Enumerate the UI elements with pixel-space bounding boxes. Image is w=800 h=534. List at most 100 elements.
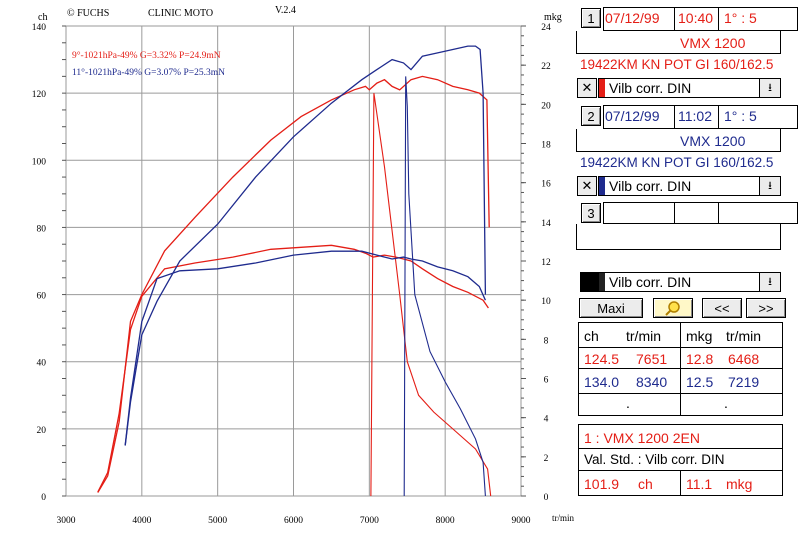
- run-2-ratio: 1° : 5: [724, 108, 757, 124]
- row-1-mkg: 12.8: [686, 351, 714, 367]
- table-header-rpm-2: tr/min: [726, 328, 761, 344]
- run-1-time: 10:40: [678, 10, 714, 26]
- y-left-tick-label: 40: [37, 359, 47, 369]
- run-3-model-box: [576, 224, 781, 250]
- summary-mkg-unit: mkg: [726, 476, 753, 492]
- color-swatch-black: [599, 273, 605, 291]
- next-label: >>: [758, 300, 774, 316]
- run-2-button[interactable]: 2: [581, 106, 601, 126]
- chart-series: [97, 45, 492, 497]
- run-2-date: 07/12/99: [605, 108, 660, 124]
- y-left-tick-label: 120: [32, 90, 47, 100]
- color-swatch-red: [599, 79, 605, 97]
- row-1-ch: 124.5: [584, 351, 620, 367]
- y-right-tick-label: 18: [541, 141, 551, 151]
- legend-series-2: 11°-1021hPa-49% G=3.07% P=25.3mN: [72, 67, 225, 78]
- y-right-tick-label: 24: [541, 23, 551, 33]
- color-swatch-blue: [599, 177, 605, 195]
- row-1-rpm-1: 7651: [636, 351, 668, 367]
- y-left-tick-label: 60: [37, 292, 47, 302]
- search-button[interactable]: [653, 298, 693, 318]
- run-3-correction-select[interactable]: Vilb corr. DIN ⭳: [598, 272, 781, 292]
- maxi-label: Maxi: [597, 300, 625, 316]
- summary-mkg-value: 11.1: [686, 476, 713, 492]
- y-left-tick-label: 80: [37, 224, 47, 234]
- y-right-tick-label: 16: [541, 180, 551, 190]
- run-3-correction-label: Vilb corr. DIN: [609, 274, 692, 290]
- torque-line-series-2: [124, 250, 486, 446]
- y-right-tick-label: 4: [544, 415, 549, 425]
- table-header-mkg: mkg: [686, 328, 713, 344]
- x-tick-label: 7000: [360, 516, 379, 526]
- run-1-description: 19422KM KN POT GI 160/162.5: [580, 57, 774, 72]
- y-left-tick-label: 20: [37, 426, 47, 436]
- y-right-tick-label: 0: [544, 493, 549, 503]
- y-right-tick-label: 2: [544, 454, 549, 464]
- row-3-dot-2: .: [724, 395, 728, 411]
- download-icon: ⭳: [759, 273, 780, 291]
- y-right-tick-label: 22: [541, 62, 551, 72]
- y-right-tick-label: 6: [544, 376, 549, 386]
- x-axis-label: tr/min: [552, 513, 574, 523]
- run-1-model-box: [576, 31, 781, 54]
- run-3-button[interactable]: 3: [581, 203, 601, 223]
- decel-line-series-1: [370, 93, 492, 497]
- x-tick-label: 3000: [57, 516, 76, 526]
- chart-brand: © FUCHS: [67, 8, 109, 19]
- run-1-model: VMX 1200: [680, 35, 746, 51]
- x-tick-label: 5000: [208, 516, 227, 526]
- search-icon: [665, 301, 680, 316]
- row-3-dot-1: .: [626, 395, 630, 411]
- summary-std: Val. Std. : Vilb corr. DIN: [584, 452, 725, 467]
- y-right-tick-label: 14: [541, 219, 551, 229]
- y-right-tick-label: 20: [541, 101, 551, 111]
- legend-series-1: 9°-1021hPa-49% G=3.32% P=24.9mN: [72, 50, 221, 61]
- run-3-swatch: [580, 272, 598, 292]
- table-header-ch: ch: [584, 328, 599, 344]
- power-line-series-2: [124, 45, 487, 446]
- run-2-close-button[interactable]: ✕: [577, 176, 597, 196]
- x-tick-label: 9000: [512, 516, 531, 526]
- run-3-number: 3: [587, 205, 595, 221]
- close-icon: ✕: [581, 80, 593, 95]
- run-1-date: 07/12/99: [605, 10, 660, 26]
- run-2-header: [603, 105, 798, 129]
- chart-version: V.2.4: [275, 5, 296, 16]
- run-2-number: 2: [587, 108, 595, 124]
- y-right-tick-label: 10: [541, 297, 551, 307]
- run-1-header: [603, 7, 798, 31]
- close-icon: ✕: [581, 178, 593, 193]
- results-panel: 1 07/12/99 10:40 1° : 5 VMX 1200 19422KM…: [576, 4, 798, 526]
- run-1-button[interactable]: 1: [581, 8, 601, 28]
- decel-line-series-2: [403, 76, 486, 497]
- prev-label: <<: [714, 300, 730, 316]
- chart-title: CLINIC MOTO: [148, 8, 213, 19]
- row-2-mkg: 12.5: [686, 374, 714, 390]
- run-1-close-button[interactable]: ✕: [577, 78, 597, 98]
- row-2-rpm-2: 7219: [728, 374, 760, 390]
- prev-button[interactable]: <<: [702, 298, 742, 318]
- row-2-ch: 134.0: [584, 374, 620, 390]
- x-tick-label: 6000: [284, 516, 303, 526]
- row-1-rpm-2: 6468: [728, 351, 760, 367]
- summary-title: 1 : VMX 1200 2EN: [584, 430, 700, 446]
- summary-ch-value: 101.9: [584, 476, 620, 492]
- run-1-correction-label: Vilb corr. DIN: [609, 80, 692, 96]
- x-tick-label: 8000: [436, 516, 455, 526]
- run-2-correction-select[interactable]: Vilb corr. DIN ⭳: [598, 176, 781, 196]
- run-2-time: 11:02: [678, 108, 712, 124]
- download-icon: ⭳: [759, 177, 780, 195]
- next-button[interactable]: >>: [746, 298, 786, 318]
- download-icon: ⭳: [759, 79, 780, 97]
- chart-grid: [65, 25, 522, 497]
- x-tick-label: 4000: [132, 516, 151, 526]
- summary-ch-unit: ch: [638, 476, 653, 492]
- y-left-tick-label: 100: [32, 157, 47, 167]
- run-2-model-box: [576, 129, 781, 152]
- run-1-correction-select[interactable]: Vilb corr. DIN ⭳: [598, 78, 781, 98]
- run-1-number: 1: [587, 10, 595, 26]
- y-right-tick-label: 8: [544, 336, 549, 346]
- maxi-button[interactable]: Maxi: [579, 298, 643, 318]
